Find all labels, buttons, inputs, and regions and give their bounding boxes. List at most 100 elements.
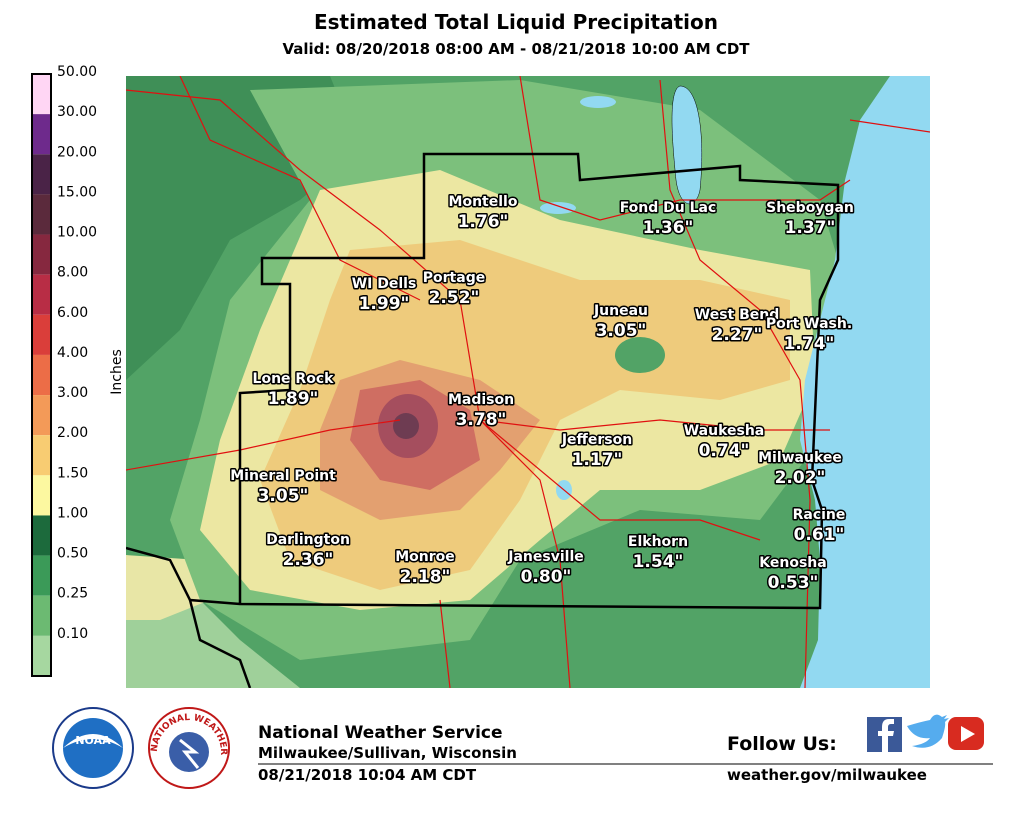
legend-swatch [32,154,51,195]
legend-swatch [32,435,51,476]
legend-swatch [32,354,51,396]
city-value: 1.89" [268,389,319,409]
roads [126,76,930,688]
legend-swatch [32,635,51,676]
legend-swatch [32,114,51,155]
legend-label: 10.00 [57,225,97,241]
city-name: Monroe [395,549,455,565]
city-value: 0.61" [794,525,845,545]
city-value: 1.54" [633,552,684,572]
noaa-logo-inner [63,718,123,778]
legend-swatch [32,234,51,275]
location: Milwaukee/Sullivan, Wisconsin [258,744,517,762]
issued: 08/21/2018 10:04 AM CDT [258,766,477,784]
city-value: 2.18" [400,567,451,587]
legend: 50.00 30.00 20.00 15.00 10.00 8.00 6.00 4.00 3.0… [31,64,97,677]
city-value: 1.37" [785,218,836,238]
city-value: 1.74" [784,334,835,354]
city-name: Sheboygan [766,200,854,216]
office: National Weather Service [258,723,503,743]
city-value: 1.36" [643,218,694,238]
city-labels: Montello 1.76" Fond Du Lac 1.36" Sheboygan 1.… [229,193,856,595]
city-value: 3.05" [258,486,309,506]
city-name: Jefferson [561,432,632,448]
legend-swatch [32,555,51,596]
city-name: Portage [423,270,485,286]
legend-swatch [32,475,51,516]
city-value: 0.53" [768,573,819,593]
legend-label: 4.00 [57,345,88,361]
city-name: Darlington [266,532,350,548]
legend-label: 6.00 [57,305,88,321]
subtitle: Valid: 08/20/2018 08:00 AM - 08/21/2018 … [282,40,750,58]
city-name: Janesville [507,549,583,565]
legend-swatch [32,314,51,355]
legend-swatch [32,194,51,235]
city-name: West Bend [695,307,780,323]
legend-swatch [32,515,51,556]
legend-label: 1.00 [57,505,88,521]
city-name: Kenosha [759,555,826,571]
city-name: Lone Rock [253,371,335,387]
legend-label: 2.00 [57,425,88,441]
lake [580,96,616,108]
legend-swatch [32,274,51,315]
city-name: Montello [449,194,518,210]
city-value: 3.05" [596,321,647,341]
city-value: 0.80" [521,567,572,587]
city-name: Port Wash. [766,316,852,332]
legend-label: 0.10 [57,626,88,642]
city-value: 2.02" [775,468,826,488]
city-name: Waukesha [684,423,765,439]
city-value: 1.99" [359,294,410,314]
url[interactable]: weather.gov/milwaukee [727,766,927,784]
legend-axis-label: Inches [109,349,125,394]
lake [540,202,576,214]
twitter-icon[interactable] [907,714,949,748]
city-value: 2.52" [429,288,480,308]
county-borders [126,152,840,688]
city-name: WI Dells [352,276,417,292]
legend-label: 0.25 [57,586,88,602]
city-name: Elkhorn [628,534,688,550]
legend-label: 1.50 [57,465,88,481]
city-value: 2.36" [283,550,334,570]
city-value: 2.27" [712,325,763,345]
youtube-play [961,726,975,742]
legend-label: 30.00 [57,104,97,120]
legend-label: 8.00 [57,265,88,281]
city-name: Racine [793,507,846,523]
city-value: 1.76" [458,212,509,232]
precip-low [615,337,665,373]
lake-winnebago [671,85,703,205]
legend-label: 20.00 [57,144,97,160]
legend-frame [31,73,52,677]
title: Estimated Total Liquid Precipitation [314,10,718,34]
legend-label: 0.50 [57,546,88,562]
city-name: Fond Du Lac [620,200,717,216]
city-name: Madison [448,392,514,408]
city-name: Juneau [593,303,648,319]
facebook-f [878,719,894,752]
legend-swatch [32,595,51,636]
legend-swatch [32,74,51,115]
legend-label: 50.00 [57,64,97,80]
city-value: 3.78" [456,410,507,430]
nws-bolt [179,738,200,769]
lake-michigan [800,76,930,688]
legend-label: 3.00 [57,385,88,401]
legend-swatch [32,395,51,436]
map: Montello 1.76" Fond Du Lac 1.36" Sheboygan 1.… [126,76,930,688]
follow: Follow Us: [727,733,837,755]
city-value: 0.74" [699,441,750,461]
city-name: Mineral Point [230,468,336,484]
region-pale [126,555,210,620]
noaa-text: NOAA [75,734,111,747]
city-name: Milwaukee [758,450,842,466]
legend-label: 15.00 [57,184,97,200]
precip-8 [393,413,419,439]
city-value: 1.17" [572,450,623,470]
noaa-bird [63,734,123,748]
